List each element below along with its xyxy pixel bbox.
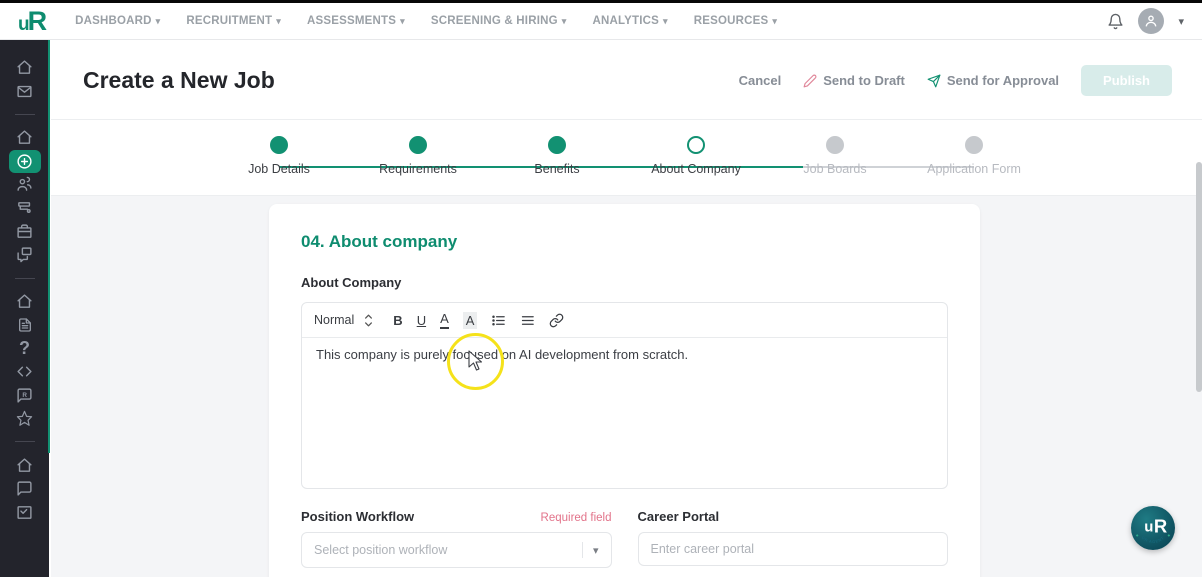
svg-text:R: R	[1154, 515, 1167, 536]
svg-text:u: u	[1144, 519, 1153, 536]
svg-text:R: R	[22, 392, 27, 399]
